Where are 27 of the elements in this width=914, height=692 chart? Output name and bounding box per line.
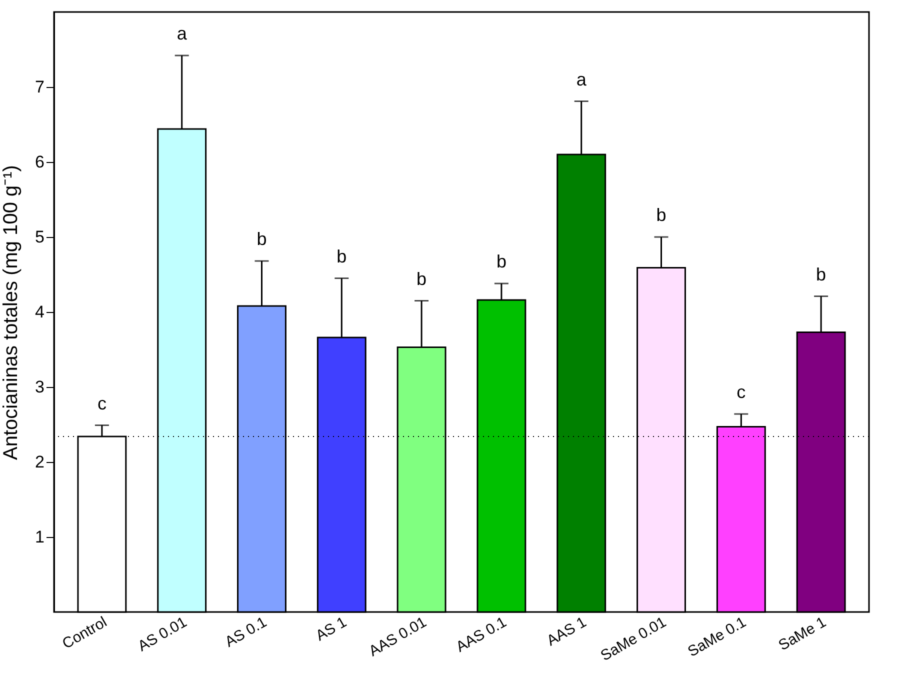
x-tick-label: AS 0.01 bbox=[135, 614, 190, 656]
y-tick-label: 6 bbox=[35, 152, 44, 172]
y-tick-label: 4 bbox=[35, 302, 44, 322]
annotation: b bbox=[256, 229, 267, 249]
annotation: a bbox=[576, 69, 588, 90]
annotation: c bbox=[736, 382, 746, 402]
y-tick-label: 5 bbox=[35, 228, 44, 246]
x-tick-label: AAS 0.01 bbox=[366, 614, 430, 660]
x-tick-label: AS 1 bbox=[312, 614, 350, 645]
y-tick-label: 2 bbox=[35, 452, 44, 472]
annotation: b bbox=[656, 205, 666, 225]
x-tick-label: SaMe 0.01 bbox=[598, 614, 670, 665]
x-tick-label: AAS 1 bbox=[544, 614, 590, 650]
y-axis-title: Antocianinas totales (mg 100 g⁻¹) bbox=[0, 165, 22, 460]
x-tick-label: AS 0.1 bbox=[222, 614, 270, 651]
annotation: c bbox=[97, 393, 106, 414]
x-tick-label: SaMe 1 bbox=[776, 614, 830, 654]
annotation: b bbox=[496, 252, 506, 272]
annotation: a bbox=[176, 24, 188, 44]
y-tick-label: 1 bbox=[35, 528, 44, 546]
annotation: b bbox=[416, 268, 427, 289]
y-tick-label: 7 bbox=[35, 78, 44, 96]
x-tick-label: AAS 0.1 bbox=[453, 614, 510, 656]
annotation: b bbox=[336, 246, 347, 266]
x-tick-label: SaMe 0.1 bbox=[685, 614, 750, 660]
y-tick-label: 3 bbox=[35, 378, 44, 396]
annotation: b bbox=[816, 264, 826, 284]
